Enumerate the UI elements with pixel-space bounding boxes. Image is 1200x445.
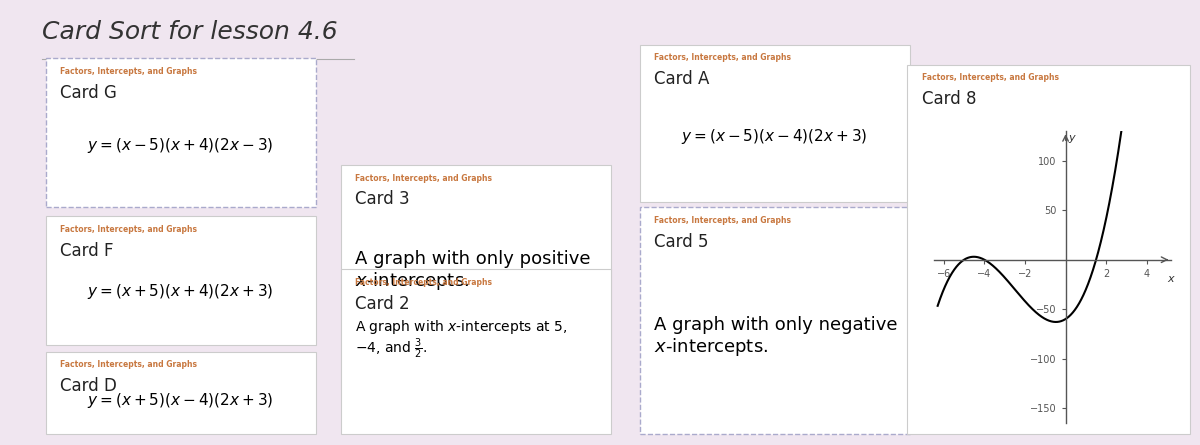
FancyBboxPatch shape (640, 44, 910, 202)
Text: $y = (x+5)(x-4)(2x+3)$: $y = (x+5)(x-4)(2x+3)$ (88, 391, 274, 410)
Text: Card Sort for lesson 4.6: Card Sort for lesson 4.6 (42, 20, 337, 44)
Text: Card 2: Card 2 (355, 295, 410, 313)
Text: Card F: Card F (60, 242, 114, 259)
FancyBboxPatch shape (907, 65, 1190, 434)
Text: Factors, Intercepts, and Graphs: Factors, Intercepts, and Graphs (654, 216, 791, 225)
Text: A graph with $x$-intercepts at 5,: A graph with $x$-intercepts at 5, (355, 318, 568, 336)
Text: Factors, Intercepts, and Graphs: Factors, Intercepts, and Graphs (654, 53, 791, 62)
Text: Card D: Card D (60, 377, 116, 395)
FancyBboxPatch shape (46, 58, 316, 207)
Text: $-4$, and $\frac{3}{2}$.: $-4$, and $\frac{3}{2}$. (355, 337, 427, 361)
Text: Card 5: Card 5 (654, 233, 708, 251)
Text: $x$-intercepts.: $x$-intercepts. (355, 271, 469, 292)
FancyBboxPatch shape (46, 216, 316, 345)
Text: Factors, Intercepts, and Graphs: Factors, Intercepts, and Graphs (60, 360, 197, 369)
Text: Card 3: Card 3 (355, 190, 410, 208)
Text: Card G: Card G (60, 84, 116, 101)
Text: Card A: Card A (654, 70, 709, 88)
FancyBboxPatch shape (341, 269, 611, 434)
Text: A graph with only positive: A graph with only positive (355, 250, 590, 268)
FancyBboxPatch shape (640, 207, 910, 434)
Text: x: x (1166, 274, 1174, 283)
Text: A graph with only negative: A graph with only negative (654, 316, 898, 334)
Text: Factors, Intercepts, and Graphs: Factors, Intercepts, and Graphs (60, 225, 197, 234)
Text: Factors, Intercepts, and Graphs: Factors, Intercepts, and Graphs (355, 278, 492, 287)
Text: Factors, Intercepts, and Graphs: Factors, Intercepts, and Graphs (922, 73, 1058, 82)
Text: $y = (x-5)(x+4)(2x-3)$: $y = (x-5)(x+4)(2x-3)$ (88, 136, 274, 155)
Text: Card 8: Card 8 (922, 90, 976, 108)
FancyBboxPatch shape (341, 165, 611, 389)
FancyBboxPatch shape (46, 352, 316, 434)
Text: Factors, Intercepts, and Graphs: Factors, Intercepts, and Graphs (60, 67, 197, 76)
Text: $y = (x+5)(x+4)(2x+3)$: $y = (x+5)(x+4)(2x+3)$ (88, 282, 274, 301)
Text: y: y (1069, 133, 1075, 143)
Text: Factors, Intercepts, and Graphs: Factors, Intercepts, and Graphs (355, 174, 492, 182)
Text: $y = (x-5)(x-4)(2x+3)$: $y = (x-5)(x-4)(2x+3)$ (682, 127, 868, 146)
Text: $x$-intercepts.: $x$-intercepts. (654, 336, 768, 358)
